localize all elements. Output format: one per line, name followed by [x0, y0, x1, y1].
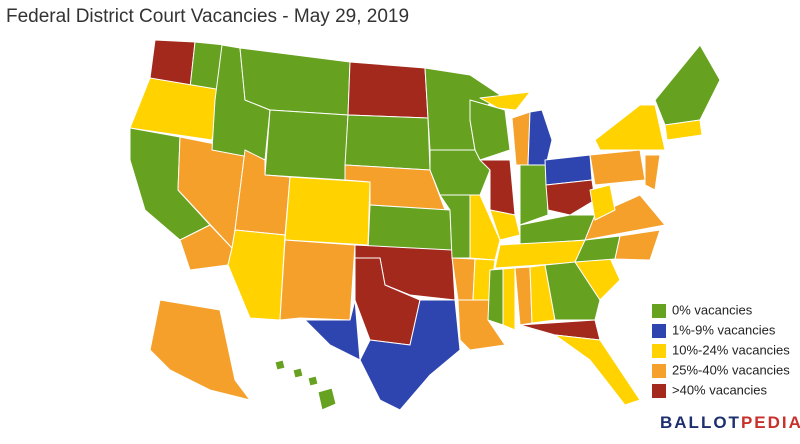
- district-region: [129, 77, 223, 141]
- district-region: [614, 229, 661, 261]
- legend: 0% vacancies 1%-9% vacancies 10%-24% vacan…: [652, 302, 790, 398]
- legend-label: 10%-24% vacancies: [672, 342, 790, 357]
- district-region: [274, 359, 286, 371]
- district-region: [239, 47, 351, 116]
- district-region: [644, 154, 661, 191]
- district-region: [502, 267, 516, 331]
- district-region: [511, 111, 531, 166]
- district-region: [514, 266, 533, 326]
- district-region: [554, 334, 641, 406]
- legend-label: >40% vacancies: [672, 382, 768, 397]
- district-region: [347, 61, 429, 119]
- district-region: [584, 194, 666, 241]
- district-region: [284, 176, 371, 246]
- district-region: [307, 375, 319, 387]
- district-region: [264, 109, 349, 181]
- legend-label: 0% vacancies: [672, 302, 753, 317]
- legend-label: 25%-40% vacancies: [672, 362, 790, 377]
- district-region: [227, 229, 286, 321]
- district-region: [654, 44, 721, 126]
- district-region: [279, 239, 356, 321]
- legend-label: 1%-9% vacancies: [672, 322, 776, 337]
- district-region: [344, 114, 431, 171]
- logo: BALLOTPEDIA: [660, 413, 800, 432]
- district-region: [487, 268, 504, 326]
- legend-swatch: [652, 364, 666, 378]
- district-region: [304, 299, 361, 361]
- district-region: [589, 149, 646, 186]
- district-region: [527, 109, 553, 166]
- us-map: [129, 39, 721, 411]
- district-region: [451, 257, 476, 301]
- district-region: [469, 194, 501, 261]
- district-region: [594, 104, 666, 151]
- logo-first: BALLOT: [660, 413, 741, 432]
- district-region: [317, 387, 337, 411]
- district-region: [359, 299, 461, 411]
- district-region: [519, 164, 549, 226]
- legend-swatch: [652, 344, 666, 358]
- district-region: [664, 119, 703, 141]
- district-region: [292, 367, 304, 379]
- district-region: [479, 91, 531, 111]
- legend-swatch: [652, 324, 666, 338]
- title: Federal District Court Vacancies - May 2…: [6, 6, 409, 27]
- logo-second: PEDIA: [741, 413, 800, 432]
- district-region: [544, 261, 601, 321]
- district-region: [545, 179, 596, 216]
- legend-swatch: [652, 304, 666, 318]
- district-region: [149, 299, 251, 401]
- legend-swatch: [652, 384, 666, 398]
- district-region: [589, 184, 616, 221]
